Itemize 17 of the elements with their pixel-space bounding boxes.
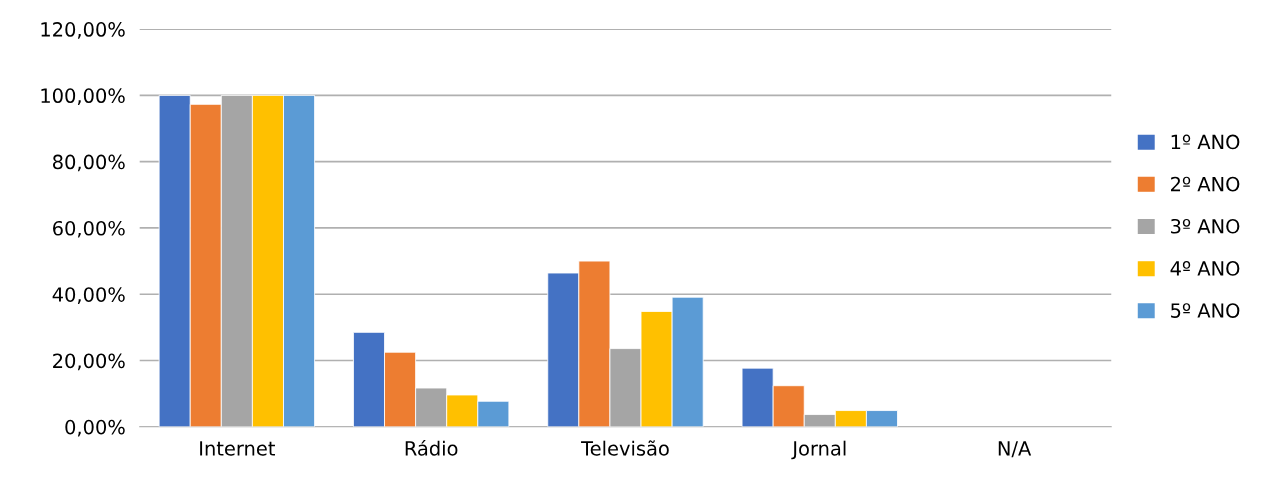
y-tick-label: 60,00% <box>53 220 125 238</box>
y-tick-label: 40,00% <box>52 287 125 304</box>
y-tick-label: 80,00% <box>52 154 125 172</box>
legend-label: 1º ANO <box>1171 134 1240 150</box>
y-tick-label: 120,00% <box>41 22 125 39</box>
x-tick-label: N/A <box>998 441 1032 458</box>
legend-label: 5º ANO <box>1171 303 1240 318</box>
y-tick-label: 100,00% <box>41 88 125 106</box>
legend-label: 2º ANO <box>1171 176 1240 192</box>
x-tick-label: Internet <box>200 441 275 456</box>
x-tick-label: Rádio <box>405 439 458 456</box>
y-tick-label: 0,00% <box>65 419 125 437</box>
y-tick-label: 20,00% <box>53 353 125 371</box>
x-tick-label: Televisão <box>581 440 669 456</box>
x-tick-label: Jornal <box>791 440 846 460</box>
legend-label: 3º ANO <box>1171 218 1240 234</box>
legend-label: 4º ANO <box>1170 261 1240 276</box>
